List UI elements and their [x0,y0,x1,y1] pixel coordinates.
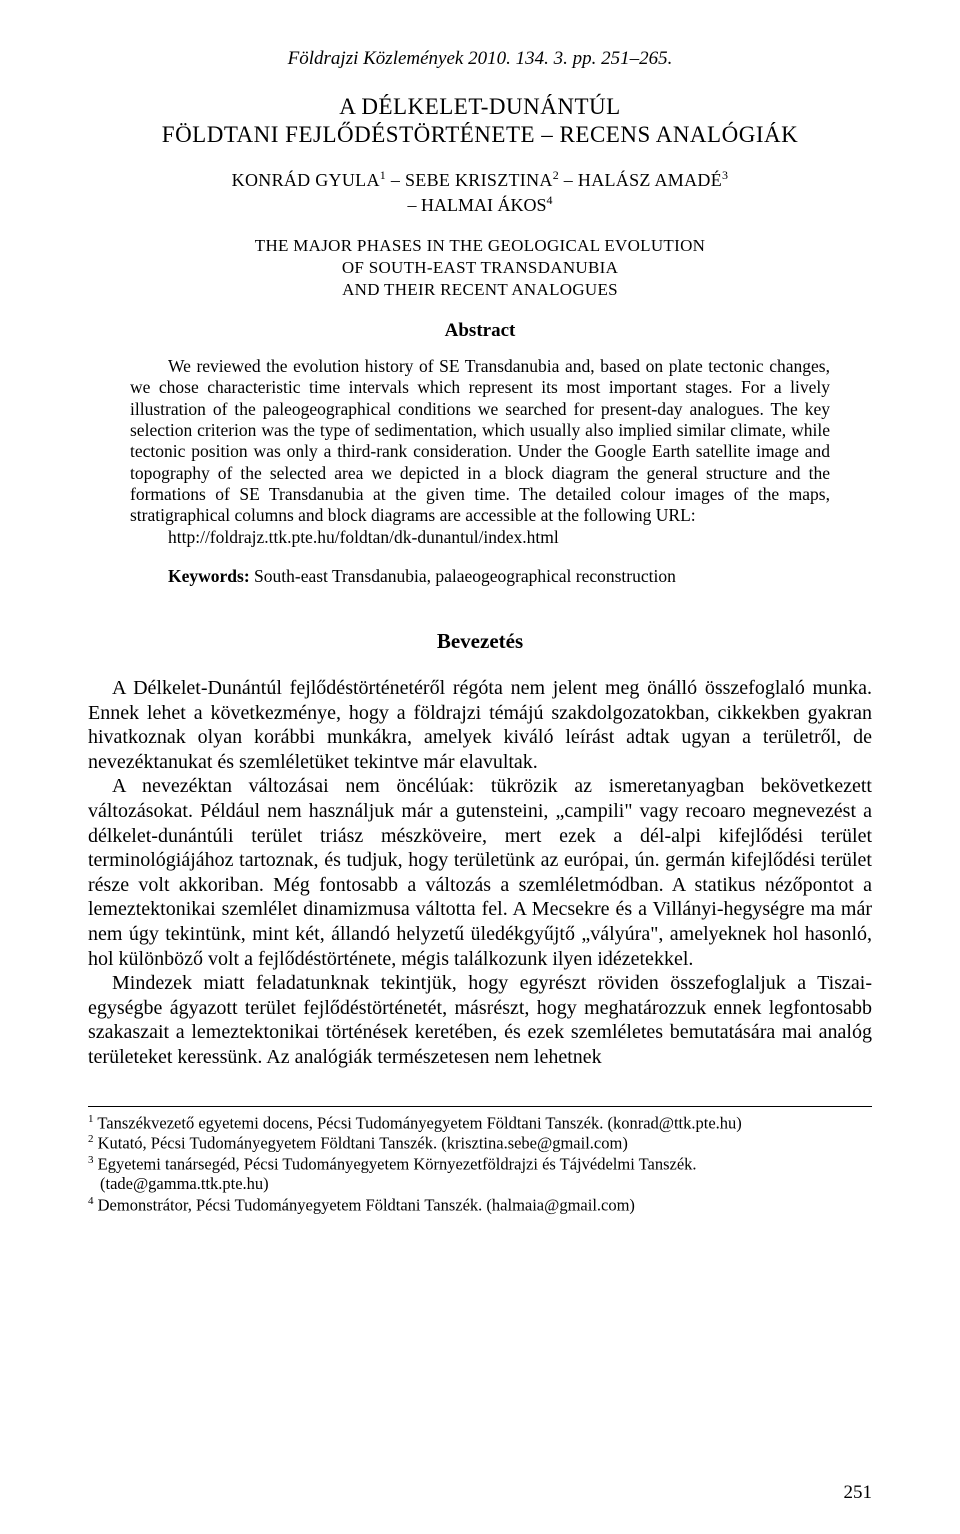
body-paragraph-2: A nevezéktan változásai nem öncélúak: tü… [88,774,872,971]
author-sep-3: – [408,195,422,215]
page: Földrajzi Közlemények 2010. 134. 3. pp. … [0,0,960,1534]
page-number: 251 [844,1482,873,1504]
body-paragraph-1: A Délkelet-Dunántúl fejlődéstörténetéről… [88,676,872,774]
footnote-1-text: Tanszékvezető egyetemi docens, Pécsi Tud… [94,1113,742,1132]
author-3-sup: 3 [722,168,728,182]
author-2-name: SEBE KRISZTINA [405,170,553,190]
author-sep-2: – [559,170,578,190]
authors-line2: – HALMAI ÁKOS4 [88,193,872,216]
abstract-text: We reviewed the evolution history of SE … [130,356,830,525]
title-english-line1: THE MAJOR PHASES IN THE GEOLOGICAL EVOLU… [88,236,872,256]
title-english-line2: OF SOUTH-EAST TRANSDANUBIA [88,258,872,278]
body-paragraph-3: Mindezek miatt feladatunknak tekintjük, … [88,971,872,1069]
footnote-3: 3 Egyetemi tanársegéd, Pécsi Tudományegy… [88,1154,872,1175]
author-3-name: HALÁSZ AMADÉ [578,170,722,190]
title-english-line3: AND THEIR RECENT ANALOGUES [88,280,872,300]
author-1-name: KONRÁD GYULA [232,170,380,190]
footnotes-rule [88,1106,872,1107]
footnote-1: 1 Tanszékvezető egyetemi docens, Pécsi T… [88,1113,872,1134]
authors-line1: KONRÁD GYULA1 – SEBE KRISZTINA2 – HALÁSZ… [88,168,872,191]
footnote-2-text: Kutató, Pécsi Tudományegyetem Földtani T… [94,1134,628,1153]
footnote-3-cont: (tade@gamma.ttk.pte.hu) [88,1174,872,1194]
abstract-body: We reviewed the evolution history of SE … [130,356,830,548]
title-hungarian-line2: FÖLDTANI FEJLŐDÉSTÖRTÉNETE – RECENS ANAL… [88,122,872,148]
author-4-sup: 4 [547,193,553,207]
abstract-heading: Abstract [88,320,872,342]
author-4-name: HALMAI ÁKOS [421,195,547,215]
footnote-4-text: Demonstrátor, Pécsi Tudományegyetem Föld… [94,1195,635,1214]
keywords-text: South-east Transdanubia, palaeogeographi… [250,566,676,586]
footnote-2: 2 Kutató, Pécsi Tudományegyetem Földtani… [88,1133,872,1154]
abstract-url: http://foldrajz.ttk.pte.hu/foldtan/dk-du… [130,527,830,548]
keywords-label: Keywords: [168,566,250,586]
footnote-3-text: Egyetemi tanársegéd, Pécsi Tudományegyet… [94,1154,697,1173]
title-hungarian-line1: A DÉLKELET-DUNÁNTÚL [88,94,872,120]
section-heading-bevezetes: Bevezetés [88,629,872,654]
footnote-4: 4 Demonstrátor, Pécsi Tudományegyetem Fö… [88,1195,872,1216]
journal-header: Földrajzi Közlemények 2010. 134. 3. pp. … [88,48,872,70]
keywords: Keywords: South-east Transdanubia, palae… [130,566,830,587]
author-sep-1: – [386,170,405,190]
